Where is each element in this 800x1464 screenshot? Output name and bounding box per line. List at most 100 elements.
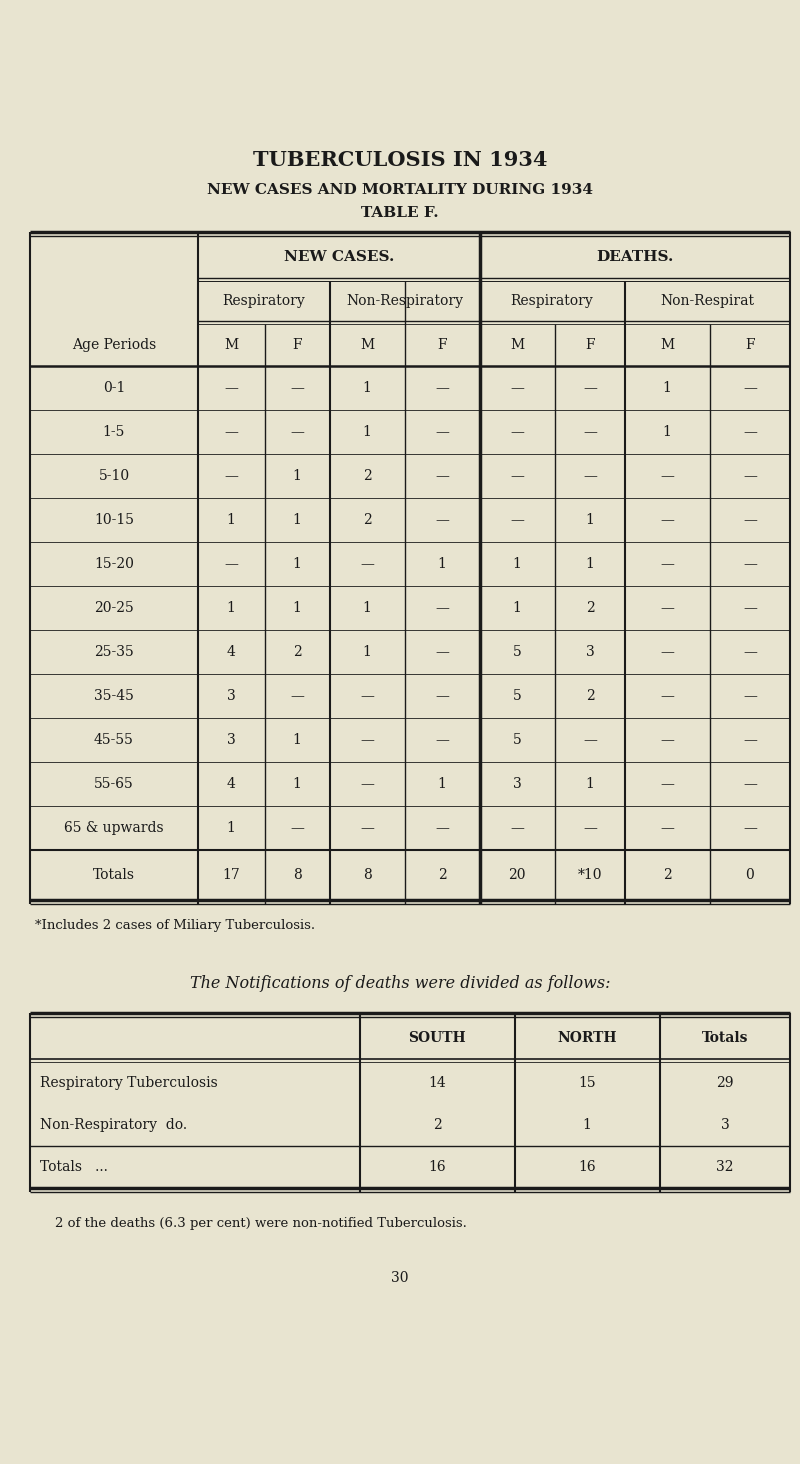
Text: —: — [743,512,757,527]
Text: —: — [224,425,238,439]
Text: —: — [743,777,757,791]
Text: Age Periods: Age Periods [72,338,156,351]
Text: NORTH: NORTH [558,1031,617,1045]
Text: —: — [510,425,524,439]
Text: 3: 3 [513,777,522,791]
Text: —: — [660,733,674,747]
Text: Non-Respiratory: Non-Respiratory [346,294,463,307]
Text: —: — [743,646,757,659]
Text: DEATHS.: DEATHS. [596,250,674,264]
Text: 8: 8 [293,868,302,881]
Text: —: — [743,733,757,747]
Text: 2: 2 [362,468,371,483]
Text: 1: 1 [586,512,594,527]
Text: —: — [290,381,304,395]
Text: 1: 1 [662,381,671,395]
Text: NEW CASES.: NEW CASES. [284,250,394,264]
Text: 1: 1 [293,468,302,483]
Text: —: — [224,556,238,571]
Text: 1: 1 [362,646,371,659]
Text: —: — [660,646,674,659]
Text: 20: 20 [508,868,526,881]
Text: F: F [292,338,302,351]
Text: 15-20: 15-20 [94,556,134,571]
Text: —: — [435,512,449,527]
Text: —: — [360,777,374,791]
Text: 5: 5 [513,690,522,703]
Text: 65 & upwards: 65 & upwards [64,821,164,834]
Text: —: — [510,512,524,527]
Text: F: F [745,338,755,351]
Text: 1: 1 [226,512,235,527]
Text: The Notifications of deaths were divided as follows:: The Notifications of deaths were divided… [190,975,610,991]
Text: —: — [743,690,757,703]
Text: 20-25: 20-25 [94,602,134,615]
Text: —: — [660,468,674,483]
Text: —: — [360,690,374,703]
Text: —: — [743,468,757,483]
Text: 1: 1 [293,512,302,527]
Text: TUBERCULOSIS IN 1934: TUBERCULOSIS IN 1934 [253,149,547,170]
Text: Respiratory: Respiratory [510,294,594,307]
Text: —: — [435,425,449,439]
Text: NEW CASES AND MORTALITY DURING 1934: NEW CASES AND MORTALITY DURING 1934 [207,183,593,198]
Text: —: — [435,690,449,703]
Text: M: M [360,338,374,351]
Text: 2: 2 [438,868,446,881]
Text: —: — [743,425,757,439]
Text: 30: 30 [391,1271,409,1285]
Text: —: — [360,821,374,834]
Text: —: — [583,381,597,395]
Text: 2: 2 [586,690,594,703]
Text: 0: 0 [746,868,754,881]
Text: M: M [224,338,238,351]
Text: 16: 16 [428,1159,446,1174]
Text: 1: 1 [226,821,235,834]
Text: SOUTH: SOUTH [408,1031,466,1045]
Text: —: — [435,602,449,615]
Text: 45-55: 45-55 [94,733,134,747]
Text: —: — [743,556,757,571]
Text: —: — [360,733,374,747]
Text: 10-15: 10-15 [94,512,134,527]
Text: F: F [437,338,447,351]
Text: —: — [743,381,757,395]
Text: —: — [360,556,374,571]
Text: Totals   ...: Totals ... [40,1159,108,1174]
Text: —: — [743,602,757,615]
Text: 16: 16 [578,1159,596,1174]
Text: 1: 1 [362,602,371,615]
Text: 2: 2 [433,1118,442,1132]
Text: 1: 1 [293,556,302,571]
Text: 8: 8 [362,868,371,881]
Text: 1: 1 [293,602,302,615]
Text: 0-1: 0-1 [103,381,125,395]
Text: 4: 4 [226,646,235,659]
Text: —: — [510,468,524,483]
Text: 25-35: 25-35 [94,646,134,659]
Text: 2 of the deaths (6.3 per cent) were non-notified Tuberculosis.: 2 of the deaths (6.3 per cent) were non-… [55,1217,467,1230]
Text: M: M [510,338,524,351]
Text: 3: 3 [226,690,235,703]
Text: M: M [660,338,674,351]
Text: 1: 1 [662,425,671,439]
Text: 15: 15 [578,1076,596,1091]
Text: 1: 1 [438,556,446,571]
Text: 1: 1 [362,381,371,395]
Text: 5: 5 [513,733,522,747]
Text: —: — [583,425,597,439]
Text: —: — [224,468,238,483]
Text: 3: 3 [226,733,235,747]
Text: —: — [435,646,449,659]
Text: —: — [583,821,597,834]
Text: 1: 1 [513,602,522,615]
Text: 2: 2 [662,868,671,881]
Text: —: — [290,821,304,834]
Text: —: — [510,381,524,395]
Text: TABLE F.: TABLE F. [361,206,439,220]
Text: 35-45: 35-45 [94,690,134,703]
Text: Non-Respiratory  do.: Non-Respiratory do. [40,1118,187,1132]
Text: 29: 29 [716,1076,734,1091]
Text: *10: *10 [578,868,602,881]
Text: Non-Respirat: Non-Respirat [660,294,754,307]
